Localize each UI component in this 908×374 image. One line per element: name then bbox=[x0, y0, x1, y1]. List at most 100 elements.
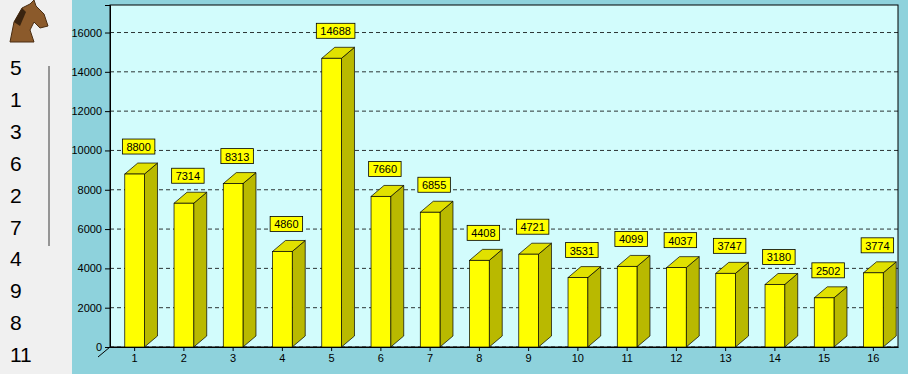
y-tick-mark bbox=[105, 229, 110, 230]
sidebar-bg bbox=[0, 0, 72, 374]
bar-side bbox=[144, 163, 157, 347]
sidebar-item: 8 bbox=[10, 311, 22, 334]
bar bbox=[814, 287, 847, 347]
x-tick: 4 bbox=[279, 347, 285, 364]
y-axis-line bbox=[105, 6, 111, 348]
x-tick-mark bbox=[774, 347, 775, 351]
y-tick-label: 2000 bbox=[78, 302, 102, 314]
data-label-box bbox=[467, 225, 499, 240]
x-tick: 8 bbox=[476, 347, 482, 364]
bar-side bbox=[637, 255, 650, 347]
x-axis: 12345678910111213141516 bbox=[111, 347, 899, 364]
sidebar-item: 7 bbox=[10, 216, 22, 239]
data-label: 3774 bbox=[865, 240, 889, 252]
bar-side bbox=[735, 262, 748, 347]
data-label: 4860 bbox=[274, 218, 298, 230]
x-tick-label: 2 bbox=[181, 352, 187, 364]
data-label: 4099 bbox=[619, 233, 643, 245]
bars bbox=[125, 47, 896, 347]
sidebar-item: 1 bbox=[10, 88, 22, 111]
y-tick-mark bbox=[105, 190, 110, 191]
grid-line bbox=[110, 32, 898, 33]
bar-side bbox=[440, 201, 453, 347]
bar bbox=[125, 163, 158, 347]
chart-bg bbox=[72, 0, 908, 374]
x-tick-mark bbox=[725, 347, 726, 351]
data-label-box bbox=[861, 238, 893, 253]
y-tick-label: 16000 bbox=[71, 27, 102, 39]
bar-top bbox=[568, 267, 601, 278]
bar-front bbox=[814, 298, 834, 347]
y-tick-mark bbox=[105, 111, 110, 112]
x-tick: 15 bbox=[818, 347, 830, 364]
x-tick-label: 15 bbox=[818, 352, 830, 364]
bar-front bbox=[519, 254, 539, 347]
x-tick-label: 12 bbox=[670, 352, 682, 364]
data-label-box bbox=[316, 23, 355, 38]
x-tick-mark bbox=[183, 347, 184, 351]
x-tick-label: 7 bbox=[427, 352, 433, 364]
bar bbox=[470, 249, 503, 347]
sidebar-item: 2 bbox=[10, 184, 22, 207]
data-label: 6855 bbox=[422, 179, 446, 191]
data-label: 4408 bbox=[471, 227, 495, 239]
grid-line bbox=[110, 71, 898, 72]
data-label-box bbox=[369, 161, 401, 176]
data-label-box bbox=[713, 238, 745, 253]
bar-front bbox=[864, 273, 884, 347]
bar-top bbox=[519, 243, 552, 254]
data-label: 3531 bbox=[570, 245, 594, 257]
bar-side bbox=[489, 249, 502, 347]
bar-top bbox=[223, 173, 256, 184]
bar-top bbox=[864, 262, 897, 273]
bar-front bbox=[420, 212, 440, 347]
bar bbox=[371, 185, 404, 347]
bar-front bbox=[125, 174, 145, 347]
bar-top bbox=[814, 287, 847, 298]
data-label-box bbox=[270, 216, 302, 231]
y-tick-mark bbox=[105, 33, 110, 34]
x-tick: 13 bbox=[720, 347, 732, 364]
bar-front bbox=[223, 184, 243, 347]
x-tick-label: 16 bbox=[867, 352, 879, 364]
bar bbox=[420, 201, 453, 347]
y-axis: 0200040006000800010000120001400016000 bbox=[71, 6, 110, 354]
bar-top bbox=[125, 163, 158, 174]
bar-front bbox=[667, 268, 687, 347]
bar-top bbox=[273, 240, 306, 251]
sidebar-item: 4 bbox=[10, 247, 22, 270]
bar bbox=[617, 255, 650, 347]
horse-icon bbox=[10, 0, 48, 42]
data-labels: 8800731483134860146887660685544084721353… bbox=[122, 23, 893, 278]
x-tick-mark bbox=[479, 347, 480, 351]
bar-front bbox=[716, 273, 736, 347]
x-tick-mark bbox=[873, 347, 874, 351]
bar-side bbox=[588, 267, 601, 347]
x-tick: 7 bbox=[427, 347, 433, 364]
data-label: 14688 bbox=[320, 25, 351, 37]
x-tick-mark bbox=[577, 347, 578, 351]
data-label-box bbox=[812, 263, 844, 278]
x-tick-label: 5 bbox=[329, 352, 335, 364]
bar-front bbox=[174, 203, 194, 347]
bar bbox=[174, 192, 207, 347]
sidebar-divider bbox=[48, 66, 50, 246]
x-tick-mark bbox=[282, 347, 283, 351]
bar-side bbox=[243, 173, 256, 347]
y-tick-mark bbox=[105, 72, 110, 73]
bar-top bbox=[470, 249, 503, 260]
grid bbox=[110, 33, 898, 347]
data-label-box bbox=[664, 233, 696, 248]
x-tick: 3 bbox=[230, 347, 236, 364]
bar bbox=[273, 240, 306, 347]
bar-top bbox=[667, 257, 700, 268]
bar bbox=[568, 267, 601, 347]
data-label: 8800 bbox=[126, 141, 150, 153]
sidebar-item: 5 bbox=[10, 56, 22, 79]
bar-top bbox=[371, 185, 404, 196]
sidebar-item: 11 bbox=[10, 343, 32, 366]
x-tick: 2 bbox=[181, 347, 187, 364]
y-tick-mark bbox=[105, 268, 110, 269]
data-label: 2502 bbox=[816, 265, 840, 277]
sidebar-item: 3 bbox=[10, 120, 22, 143]
